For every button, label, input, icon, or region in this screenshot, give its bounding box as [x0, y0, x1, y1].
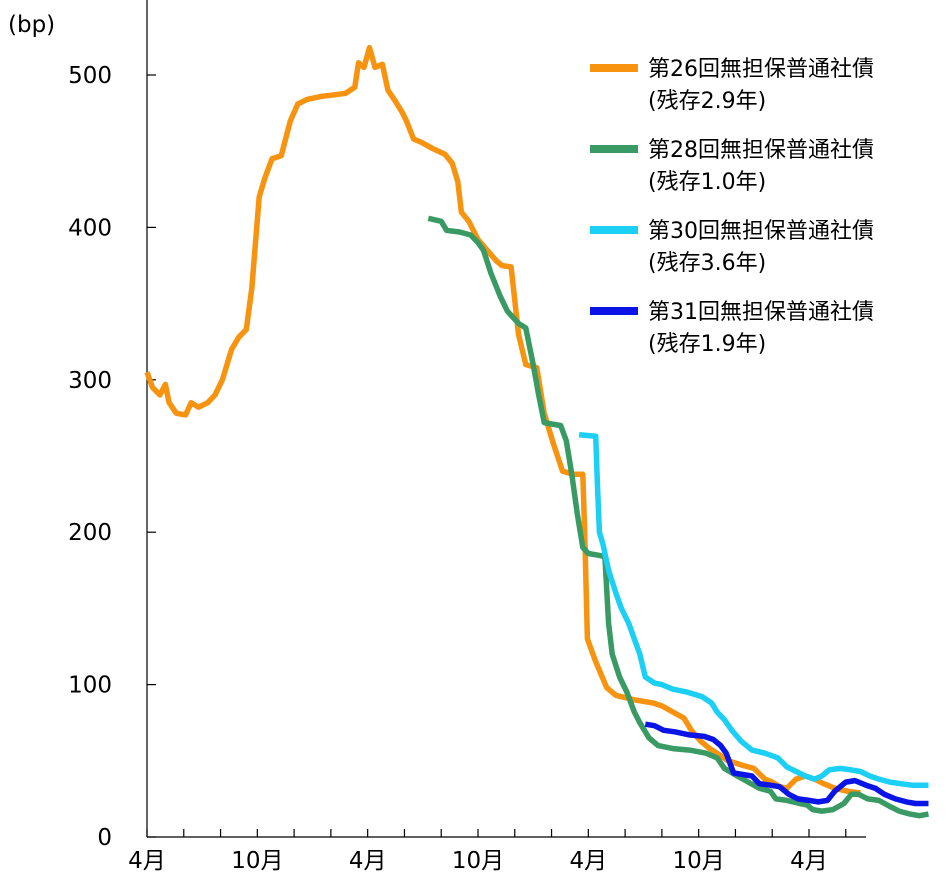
- legend-sublabel-4: (残存1.9年): [648, 332, 766, 357]
- series-line-2: [427, 215, 929, 819]
- series-line-3: [578, 431, 929, 788]
- series-lines: [144, 44, 929, 819]
- x-tick-label: 10月: [452, 848, 504, 874]
- legend-sublabel-1: (残存2.9年): [648, 89, 766, 114]
- legend-label-4: 第31回無担保普通社債: [648, 300, 874, 325]
- series-line-4: [644, 721, 929, 807]
- y-ticks: 0 100 200 300 400 500: [68, 63, 156, 851]
- legend-label-3: 第30回無担保普通社債: [648, 219, 874, 244]
- y-tick-label: 200: [68, 520, 112, 546]
- y-tick-label: 500: [68, 63, 112, 89]
- y-tick-label: 100: [68, 673, 112, 699]
- y-tick-label: 0: [97, 825, 112, 851]
- y-axis-label: (bp): [8, 12, 55, 38]
- legend-sublabel-2: (残存1.0年): [648, 170, 766, 195]
- legend-label-2: 第28回無担保普通社債: [648, 138, 874, 163]
- y-tick-label: 300: [68, 368, 112, 394]
- x-tick-label: 4月: [128, 848, 166, 874]
- y-tick-label: 400: [68, 215, 112, 241]
- x-tick-label: 4月: [790, 848, 828, 874]
- legend-label-1: 第26回無担保普通社債: [648, 57, 874, 82]
- x-tick-label: 4月: [570, 848, 608, 874]
- axes: [146, 0, 866, 838]
- series-line-1: [144, 44, 861, 796]
- x-tick-label: 10月: [673, 848, 725, 874]
- x-tick-label: 4月: [349, 848, 387, 874]
- x-ticks: 4月 10月 4月 10月 4月 10月 4月: [128, 829, 847, 874]
- legend: 第26回無担保普通社債 (残存2.9年) 第28回無担保普通社債 (残存1.0年) 第3…: [590, 57, 874, 357]
- x-tick-label: 10月: [231, 848, 283, 874]
- legend-sublabel-3: (残存3.6年): [648, 251, 766, 276]
